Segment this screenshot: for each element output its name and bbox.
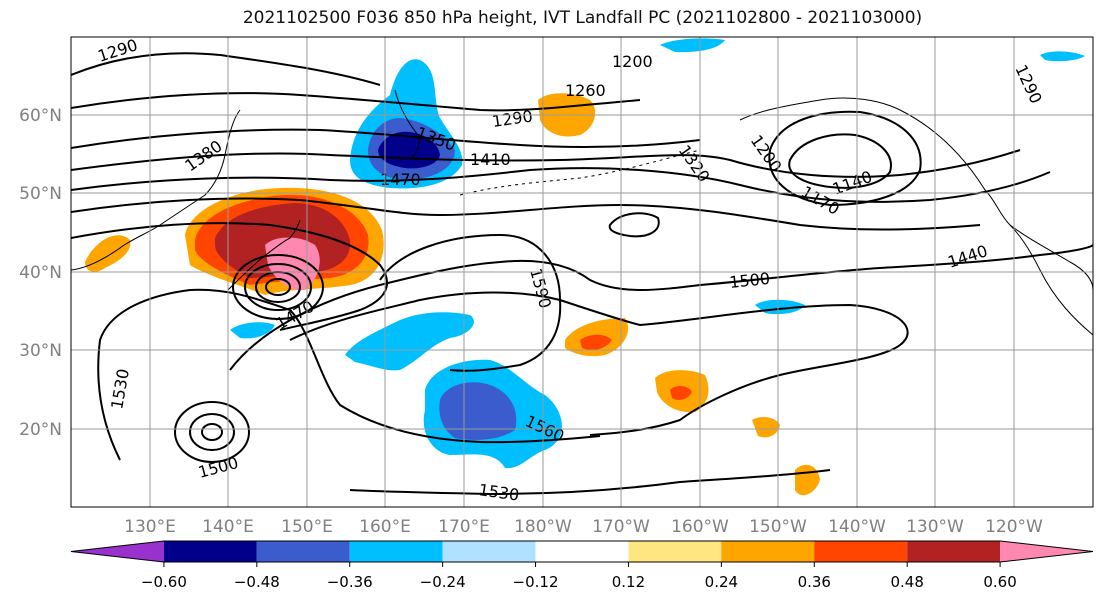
height-contour [71,222,389,331]
ivt-positive-patch [265,237,320,291]
lat-label: 30°N [19,341,62,361]
height-contour [289,291,909,436]
lat-label: 50°N [19,184,62,204]
colorbar-swatch [71,541,164,562]
lon-label: 130°W [906,517,964,537]
colorbar-tick-label: −0.24 [420,573,466,591]
height-contour [71,197,981,231]
contour-label: 1260 [565,81,606,100]
height-contour [71,92,641,112]
lon-label: 160°E [359,517,411,537]
map-frame [70,36,1094,508]
height-contours [71,52,1093,496]
colorbar-swatch [628,541,722,562]
ivt-negative-patch [660,38,725,53]
lat-label: 60°N [19,106,62,126]
colorbar-tick-label: −0.12 [513,573,559,591]
height-contour [174,401,250,463]
map-title: 2021102500 F036 850 hPa height, IVT Land… [242,8,923,28]
lat-label: 20°N [19,420,62,440]
colorbar-tick-label: 0.60 [983,573,1016,591]
lon-label: 160°W [671,517,729,537]
coastlines [71,89,1093,336]
colorbar-swatch [163,541,257,562]
coastline-alaska [739,97,1093,291]
colorbar: −0.60 −0.48 −0.36 −0.24 −0.12 0.12 0.24 0.36 0.4… [70,540,1094,591]
height-contour [189,413,235,451]
height-contour [71,149,1021,178]
lon-label: 140°E [202,517,254,537]
height-contour [232,254,324,320]
contour-label: 1500 [728,269,770,292]
colorbar-swatch [1000,541,1093,562]
height-contour [71,128,701,149]
contour-label: 1410 [470,150,511,169]
height-contour [265,278,291,296]
aleutians [459,149,701,196]
colorbar-swatch [721,541,815,562]
ivt-positive-patch [580,334,612,350]
lon-label: 150°W [749,517,807,537]
colorbar-swatch [535,541,629,562]
colorbar-swatch [349,541,443,562]
height-contour [788,133,892,189]
colorbar-tick-label: 0.24 [705,573,738,591]
height-contour [349,469,831,496]
contour-label: 1470 [380,170,421,189]
ivt-negative-patch [230,322,275,339]
colorbar-tick-label: 0.12 [612,573,645,591]
coastline-north-america [1009,224,1093,336]
lon-label: 140°W [828,517,886,537]
ivt-positive-patch [670,386,692,400]
ivt-negative-patch [345,312,474,371]
lon-label: 150°E [281,517,333,537]
coastline-asia [71,109,241,271]
height-contour [97,288,601,461]
height-contour [71,52,381,86]
ivt-negative-patch [439,382,517,440]
height-contour [244,263,312,311]
colorbar-tick-label: −0.48 [234,573,280,591]
colorbar-tick-label: 0.36 [798,573,831,591]
lon-label: 170°W [592,517,650,537]
height-contour [229,244,1093,371]
contour-label: 1200 [612,52,653,71]
colorbar-swatch [907,541,1001,562]
height-contour [201,423,223,441]
height-contour [608,212,660,238]
colorbar-swatch [256,541,350,562]
graticule [71,37,1093,507]
ivt-positive-patch [752,417,780,438]
lon-label: 170°E [438,517,490,537]
ivt-negative-patch [1040,51,1085,62]
ivt-shading [85,38,1085,496]
colorbar-swatch [442,541,536,562]
colorbar-swatch [814,541,908,562]
height-contour [768,110,922,207]
colorbar-tick-label: −0.60 [141,573,187,591]
coastline-kamchatka [394,89,420,161]
lon-label: 120°W [985,517,1043,537]
height-contour [379,233,562,372]
lon-label: 130°E [124,517,176,537]
lon-label: 180°W [514,517,572,537]
height-contour [71,167,1051,203]
lat-label: 40°N [19,263,62,283]
colorbar-tick-label: 0.48 [890,573,923,591]
colorbar-tick-label: −0.36 [327,573,373,591]
